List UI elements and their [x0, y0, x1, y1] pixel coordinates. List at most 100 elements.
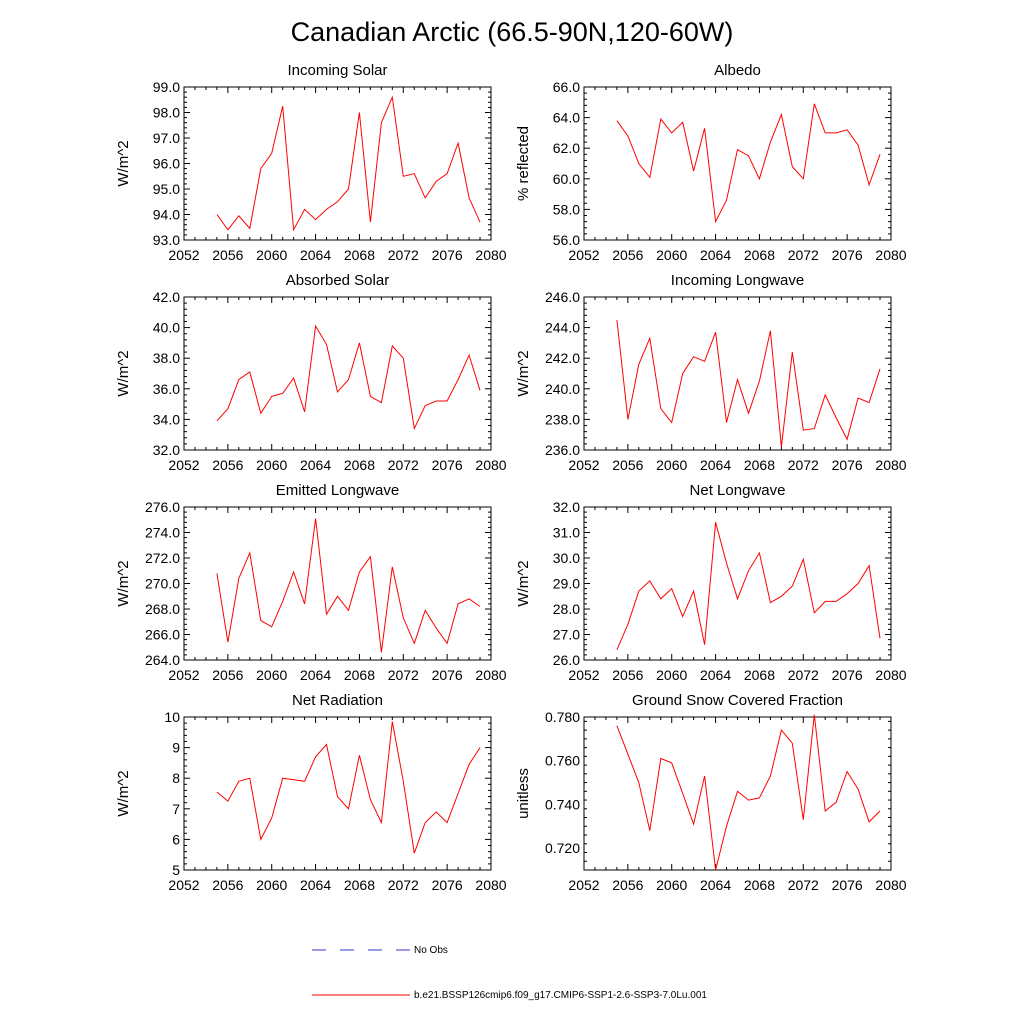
y-tick-label: 34.0: [153, 411, 180, 427]
x-tick-label: 2076: [832, 247, 863, 263]
y-tick-label: 274.0: [145, 525, 180, 541]
x-tick-label: 2076: [832, 457, 863, 473]
panel-title: Ground Snow Covered Fraction: [632, 692, 843, 709]
x-tick-label: 2068: [744, 877, 775, 893]
panel-1: Albedo % reflected 2052 2056 2060 2064 2068 207…: [515, 62, 907, 263]
y-tick-label: 0.760: [545, 753, 580, 769]
y-tick-label: 62.0: [553, 140, 580, 156]
y-tick-label: 236.0: [545, 442, 580, 458]
x-tick-label: 2060: [656, 457, 687, 473]
x-tick-label: 2064: [700, 457, 731, 473]
y-tick-label: 7: [172, 801, 180, 817]
plot-frame: [583, 506, 892, 661]
series-line: [616, 103, 881, 224]
x-tick-label: 2064: [700, 877, 731, 893]
x-tick-label: 2056: [212, 247, 243, 263]
y-axis-label: W/m^2: [515, 350, 532, 396]
y-tick-label: 66.0: [553, 79, 580, 95]
y-tick-label: 27.0: [553, 627, 580, 643]
y-tick-label: 0.780: [545, 709, 580, 725]
plot-frame: [183, 716, 492, 871]
x-tick-label: 2052: [168, 457, 199, 473]
x-tick-label: 2076: [432, 247, 463, 263]
panel-title: Incoming Solar: [287, 62, 387, 79]
panel-title: Albedo: [714, 62, 761, 79]
y-tick-label: 40.0: [153, 320, 180, 336]
x-tick-label: 2064: [300, 667, 331, 683]
panel-title: Emitted Longwave: [276, 482, 399, 499]
x-tick-label: 2068: [344, 877, 375, 893]
x-tick-label: 2052: [568, 457, 599, 473]
panel-5: Net Longwave W/m^2 2052 2056 2060 2064 2068 207…: [515, 482, 907, 683]
y-axis-label: unitless: [515, 768, 532, 819]
y-tick-label: 266.0: [145, 627, 180, 643]
x-tick-label: 2072: [788, 667, 819, 683]
series-line: [216, 518, 481, 653]
panel-7: Ground Snow Covered Fraction unitless 2052…: [515, 692, 907, 893]
plot-frame: [583, 86, 892, 241]
x-tick-label: 2072: [388, 877, 419, 893]
x-tick-label: 2052: [168, 247, 199, 263]
y-tick-label: 93.0: [153, 232, 180, 248]
y-axis-label: W/m^2: [115, 560, 132, 606]
x-tick-label: 2064: [300, 457, 331, 473]
figure-title: Canadian Arctic (66.5-90N,120-60W): [291, 17, 734, 47]
x-tick-label: 2064: [300, 877, 331, 893]
x-tick-label: 2064: [700, 247, 731, 263]
y-tick-label: 42.0: [153, 289, 180, 305]
y-axis-label: W/m^2: [115, 770, 132, 816]
plot-frame: [183, 86, 492, 241]
y-tick-label: 99.0: [153, 79, 180, 95]
plot-frame: [183, 296, 492, 451]
x-tick-label: 2060: [256, 457, 287, 473]
y-tick-label: 64.0: [553, 110, 580, 126]
y-tick-label: 36.0: [153, 381, 180, 397]
panel-4: Emitted Longwave W/m^2 2052 2056 2060 2064 206…: [115, 482, 507, 683]
y-axis-label: % reflected: [515, 126, 532, 201]
x-tick-label: 2060: [656, 667, 687, 683]
x-tick-label: 2056: [612, 247, 643, 263]
x-tick-label: 2072: [388, 457, 419, 473]
legend-model-label: b.e21.BSSP126cmip6.f09_g17.CMIP6-SSP1-2.…: [414, 990, 707, 1001]
y-tick-label: 240.0: [545, 381, 580, 397]
x-tick-label: 2076: [432, 667, 463, 683]
x-tick-label: 2076: [432, 877, 463, 893]
panel-title: Absorbed Solar: [286, 272, 389, 289]
x-tick-label: 2068: [344, 457, 375, 473]
y-tick-label: 242.0: [545, 350, 580, 366]
y-axis-label: W/m^2: [115, 140, 132, 186]
y-tick-label: 98.0: [153, 105, 180, 121]
series-line: [616, 319, 881, 447]
y-tick-label: 5: [172, 862, 180, 878]
y-tick-label: 60.0: [553, 171, 580, 187]
x-tick-label: 2052: [568, 247, 599, 263]
panel-title: Net Longwave: [690, 482, 786, 499]
x-tick-label: 2080: [875, 247, 906, 263]
y-axis-label: W/m^2: [115, 350, 132, 396]
series-line: [216, 95, 481, 232]
y-tick-label: 32.0: [153, 442, 180, 458]
y-tick-label: 238.0: [545, 411, 580, 427]
x-tick-label: 2076: [832, 877, 863, 893]
x-tick-label: 2056: [612, 877, 643, 893]
y-tick-label: 31.0: [553, 525, 580, 541]
y-tick-label: 8: [172, 770, 180, 786]
y-tick-label: 10: [164, 709, 180, 725]
x-tick-label: 2080: [475, 457, 506, 473]
series-line: [216, 721, 481, 854]
y-tick-label: 97.0: [153, 130, 180, 146]
y-tick-label: 9: [172, 740, 180, 756]
x-tick-label: 2080: [875, 457, 906, 473]
y-tick-label: 58.0: [553, 201, 580, 217]
legend-obs-label: No Obs: [414, 945, 448, 956]
x-tick-label: 2072: [788, 247, 819, 263]
x-tick-label: 2052: [168, 667, 199, 683]
x-tick-label: 2068: [344, 667, 375, 683]
x-tick-label: 2052: [168, 877, 199, 893]
series-line: [616, 714, 881, 871]
x-tick-label: 2060: [256, 877, 287, 893]
y-tick-label: 0.740: [545, 796, 580, 812]
y-tick-label: 29.0: [553, 576, 580, 592]
